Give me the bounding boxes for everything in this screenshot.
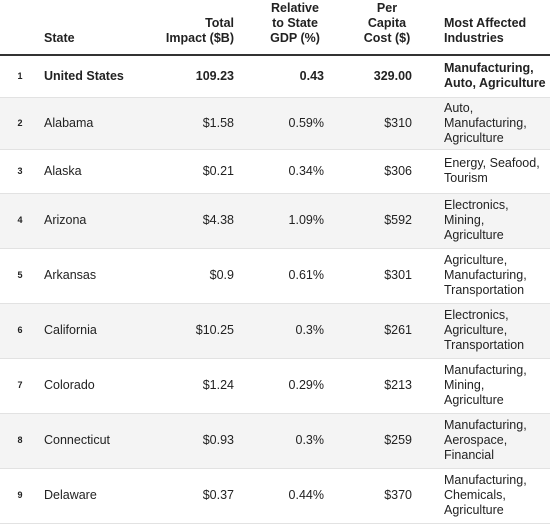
row-rank: 4 <box>0 193 40 249</box>
table-row: 8 Connecticut $0.93 0.3% $259 Manufactur… <box>0 413 550 469</box>
row-state: United States <box>40 55 158 98</box>
row-total-impact: 109.23 <box>158 55 238 98</box>
table-row: 7 Colorado $1.24 0.29% $213 Manufacturin… <box>0 358 550 414</box>
row-industries: Agriculture, Manufacturing, Transportati… <box>416 248 550 304</box>
table-row: 5 Arkansas $0.9 0.61% $301 Agriculture, … <box>0 248 550 304</box>
header-rank <box>0 0 40 56</box>
header-total-impact: Total Impact ($B) <box>158 0 238 56</box>
row-relative-gdp: 0.44% <box>238 468 328 524</box>
table-row: 1 United States 109.23 0.43 329.00 Manuf… <box>0 55 550 98</box>
header-relative-gdp: Relative to State GDP (%) <box>238 0 328 56</box>
row-state: Arizona <box>40 193 158 249</box>
row-state: Colorado <box>40 358 158 414</box>
row-per-capita: $370 <box>328 468 416 524</box>
row-relative-gdp: 0.3% <box>238 303 328 359</box>
row-state: Connecticut <box>40 413 158 469</box>
row-industries: Manufacturing, Chemicals, Agriculture <box>416 468 550 524</box>
row-total-impact: $0.93 <box>158 413 238 469</box>
header-industries: Most Affected Industries <box>416 0 550 56</box>
row-relative-gdp: 0.61% <box>238 248 328 304</box>
row-per-capita: $213 <box>328 358 416 414</box>
row-per-capita: $301 <box>328 248 416 304</box>
row-industries: Energy, Seafood, Tourism <box>416 149 550 194</box>
row-state: California <box>40 303 158 359</box>
row-total-impact: $10.25 <box>158 303 238 359</box>
row-industries: Manufacturing, Aerospace, Financial <box>416 413 550 469</box>
table-header-row: State Total Impact ($B) Relative to Stat… <box>0 0 550 56</box>
row-state: Alabama <box>40 97 158 150</box>
header-state: State <box>40 0 158 56</box>
table-row: 2 Alabama $1.58 0.59% $310 Auto, Manufac… <box>0 97 550 150</box>
table-row: 4 Arizona $4.38 1.09% $592 Electronics, … <box>0 193 550 249</box>
row-industries: Manufacturing, Auto, Agriculture <box>416 55 550 98</box>
row-relative-gdp: 0.34% <box>238 149 328 194</box>
row-total-impact: $0.9 <box>158 248 238 304</box>
row-state: Arkansas <box>40 248 158 304</box>
row-total-impact: $1.58 <box>158 97 238 150</box>
row-per-capita: $306 <box>328 149 416 194</box>
row-relative-gdp: 1.09% <box>238 193 328 249</box>
row-rank: 9 <box>0 468 40 524</box>
row-state: Alaska <box>40 149 158 194</box>
row-rank: 1 <box>0 55 40 98</box>
row-industries: Auto, Manufacturing, Agriculture <box>416 97 550 150</box>
table-row: 6 California $10.25 0.3% $261 Electronic… <box>0 303 550 359</box>
row-per-capita: $592 <box>328 193 416 249</box>
row-total-impact: $4.38 <box>158 193 238 249</box>
row-relative-gdp: 0.43 <box>238 55 328 98</box>
row-per-capita: $261 <box>328 303 416 359</box>
table-row: 3 Alaska $0.21 0.34% $306 Energy, Seafoo… <box>0 149 550 194</box>
row-total-impact: $1.24 <box>158 358 238 414</box>
row-per-capita: $259 <box>328 413 416 469</box>
row-relative-gdp: 0.3% <box>238 413 328 469</box>
row-industries: Electronics, Mining, Agriculture <box>416 193 550 249</box>
table-row: 9 Delaware $0.37 0.44% $370 Manufacturin… <box>0 468 550 524</box>
row-rank: 8 <box>0 413 40 469</box>
row-rank: 5 <box>0 248 40 304</box>
row-rank: 7 <box>0 358 40 414</box>
row-industries: Electronics, Agriculture, Transportation <box>416 303 550 359</box>
row-industries: Manufacturing, Mining, Agriculture <box>416 358 550 414</box>
row-per-capita: $310 <box>328 97 416 150</box>
header-per-capita: Per Capita Cost ($) <box>328 0 416 56</box>
row-per-capita: 329.00 <box>328 55 416 98</box>
row-relative-gdp: 0.29% <box>238 358 328 414</box>
row-rank: 2 <box>0 97 40 150</box>
row-state: Delaware <box>40 468 158 524</box>
row-relative-gdp: 0.59% <box>238 97 328 150</box>
row-rank: 3 <box>0 149 40 194</box>
row-total-impact: $0.37 <box>158 468 238 524</box>
row-rank: 6 <box>0 303 40 359</box>
row-total-impact: $0.21 <box>158 149 238 194</box>
